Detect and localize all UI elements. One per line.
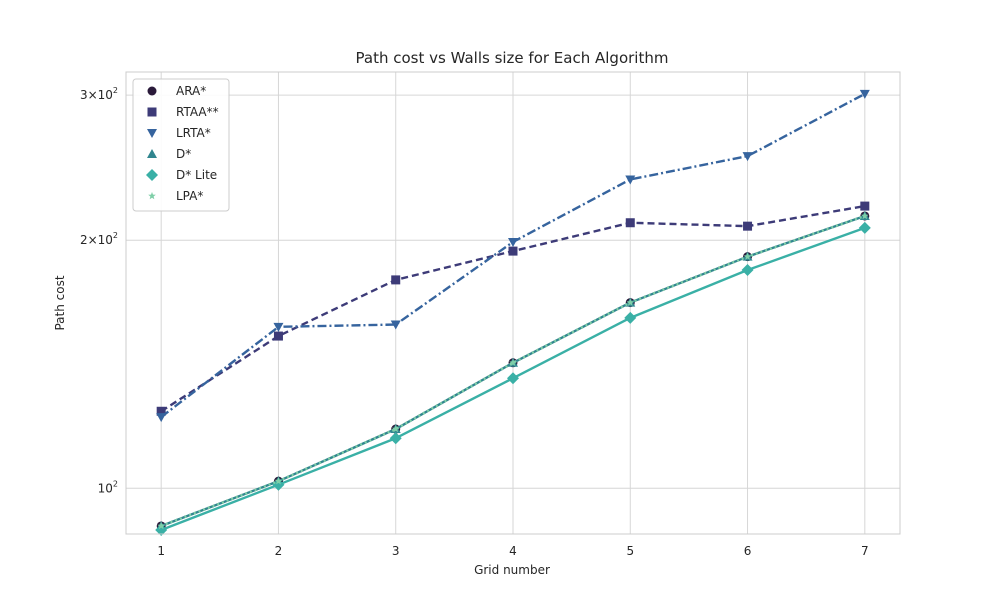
legend-label: LPA* bbox=[176, 189, 203, 203]
legend-item: D* bbox=[147, 147, 191, 161]
data-point bbox=[273, 322, 284, 332]
legend-item: LRTA* bbox=[147, 126, 211, 140]
data-point bbox=[743, 252, 752, 260]
series-d-star-lite bbox=[155, 221, 871, 536]
data-point bbox=[272, 478, 285, 491]
data-point bbox=[741, 264, 754, 277]
series-group bbox=[155, 89, 871, 536]
data-point bbox=[625, 175, 636, 185]
x-tick-label: 6 bbox=[744, 544, 752, 558]
legend: ARA* RTAA** LRTA* D* D* Lite LPA* bbox=[132, 78, 230, 212]
legend-label: ARA* bbox=[176, 84, 206, 98]
legend-marker bbox=[146, 169, 158, 181]
series-lrta-star bbox=[156, 89, 870, 423]
legend-item: D* Lite bbox=[146, 168, 217, 182]
data-point bbox=[391, 425, 400, 433]
y-tick-label: 2×102 bbox=[80, 231, 118, 247]
data-point bbox=[860, 201, 870, 211]
legend-label: RTAA** bbox=[176, 105, 219, 119]
legend-label: LRTA* bbox=[176, 126, 211, 140]
x-tick-label: 7 bbox=[861, 544, 869, 558]
chart-title: Path cost vs Walls size for Each Algorit… bbox=[356, 49, 669, 67]
data-point bbox=[859, 89, 870, 99]
x-tick-label: 2 bbox=[275, 544, 283, 558]
data-point bbox=[743, 221, 753, 231]
legend-marker bbox=[147, 149, 157, 158]
data-point bbox=[624, 311, 637, 324]
data-point bbox=[509, 358, 517, 366]
y-axis-label: Path cost bbox=[53, 275, 67, 330]
data-point bbox=[156, 413, 167, 423]
data-point bbox=[507, 372, 519, 385]
data-point bbox=[157, 521, 165, 530]
data-point bbox=[273, 331, 283, 341]
legend-marker bbox=[147, 107, 157, 117]
series-lpa-star bbox=[157, 211, 869, 530]
legend-label: D* bbox=[176, 147, 191, 161]
x-tick-label: 3 bbox=[392, 544, 400, 558]
x-tick-label: 4 bbox=[509, 544, 517, 558]
legend-box bbox=[132, 78, 230, 212]
y-tick-label: 102 bbox=[98, 479, 118, 495]
legend-item: LPA* bbox=[148, 189, 203, 203]
legend-item: RTAA** bbox=[147, 105, 219, 119]
data-point bbox=[390, 320, 401, 330]
legend-marker bbox=[147, 86, 157, 96]
data-point bbox=[508, 237, 518, 247]
data-point bbox=[389, 432, 402, 445]
data-point bbox=[626, 298, 635, 306]
data-point bbox=[508, 246, 518, 256]
x-tick-label: 1 bbox=[157, 544, 165, 558]
data-point bbox=[391, 275, 401, 285]
grid bbox=[126, 72, 900, 534]
legend-marker bbox=[148, 192, 156, 200]
plot-frame bbox=[125, 71, 901, 535]
data-point bbox=[155, 523, 168, 536]
data-point bbox=[742, 152, 753, 162]
data-point bbox=[625, 218, 635, 228]
x-tick-label: 5 bbox=[626, 544, 634, 558]
legend-marker bbox=[147, 129, 157, 138]
data-point bbox=[861, 211, 869, 220]
y-tick-label: 3×102 bbox=[80, 86, 118, 102]
x-axis-label: Grid number bbox=[474, 563, 550, 577]
data-point bbox=[274, 477, 283, 485]
legend-item: ARA* bbox=[147, 84, 206, 98]
data-point bbox=[858, 221, 871, 234]
legend-label: D* Lite bbox=[176, 168, 217, 182]
series-rtaa-star-star bbox=[156, 201, 870, 416]
tick-labels: 1 2 3 4 5 6 7 102 2×102 3×102 bbox=[80, 86, 869, 558]
data-point bbox=[156, 406, 166, 416]
